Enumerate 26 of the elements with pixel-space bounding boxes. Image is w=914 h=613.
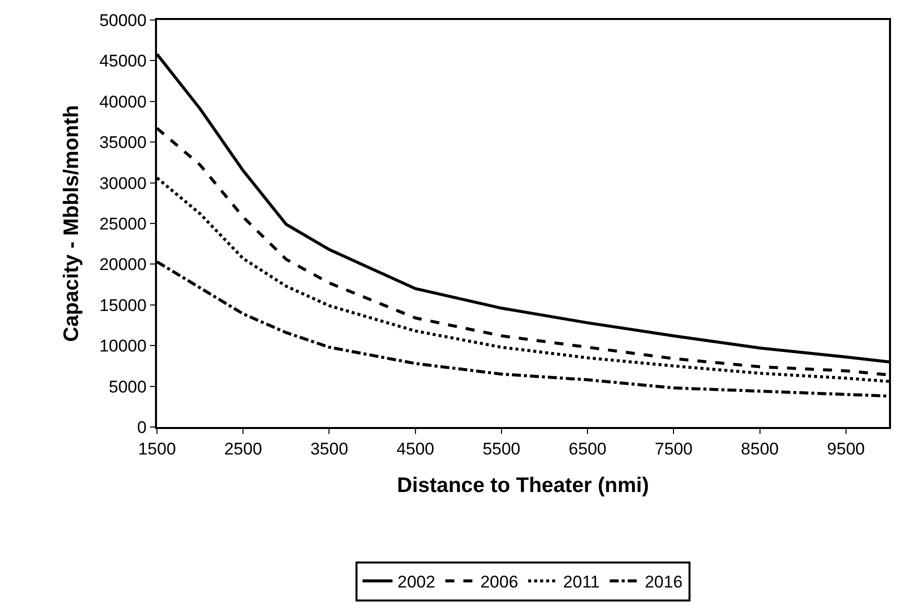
y-tick-label: 15000 bbox=[99, 296, 147, 315]
legend-label: 2016 bbox=[644, 572, 683, 592]
x-tick-label: 1500 bbox=[138, 439, 176, 458]
y-tick-label: 10000 bbox=[99, 336, 147, 356]
y-tick-label: 25000 bbox=[99, 214, 147, 234]
x-tick-label: 2500 bbox=[224, 439, 262, 458]
y-tick-label: 50000 bbox=[99, 10, 147, 30]
y-tick-label: 35000 bbox=[99, 133, 147, 152]
y-axis-title: Capacity - Mbbls/month bbox=[60, 105, 83, 342]
x-tick-label: 7500 bbox=[654, 439, 693, 458]
y-tick-label: 40000 bbox=[99, 92, 147, 112]
x-tick-label: 8500 bbox=[740, 439, 779, 458]
y-tick-label: 30000 bbox=[99, 174, 147, 193]
x-axis-title: Distance to Theater (nmi) bbox=[396, 474, 650, 498]
legend-label: 2011 bbox=[563, 572, 600, 592]
y-tick-label: 45000 bbox=[99, 52, 147, 71]
y-tick-label: 0 bbox=[137, 418, 147, 437]
y-tick-label: 5000 bbox=[108, 377, 147, 396]
x-tick-label: 5500 bbox=[482, 439, 520, 458]
legend-label: 2006 bbox=[480, 572, 518, 592]
x-tick-label: 4500 bbox=[396, 439, 434, 458]
x-tick-label: 6500 bbox=[568, 439, 607, 458]
legend-label: 2002 bbox=[398, 572, 436, 592]
y-tick-label: 20000 bbox=[99, 255, 147, 274]
x-tick-label: 9500 bbox=[827, 439, 865, 458]
x-tick-label: 3500 bbox=[310, 439, 348, 458]
